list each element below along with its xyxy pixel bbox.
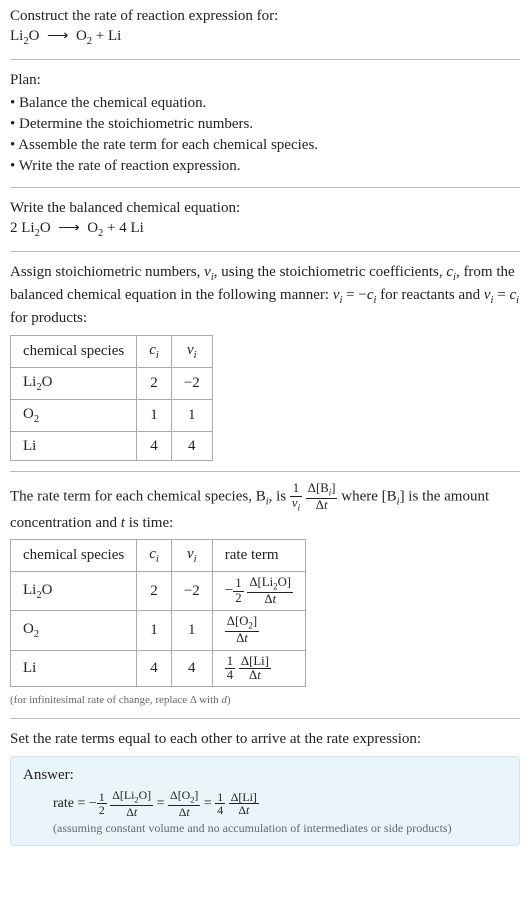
cell-v: 1 (171, 400, 212, 432)
cell-rate: −12 Δ[Li2O]Δt (212, 572, 305, 611)
answer-box: Answer: rate = −12 Δ[Li2O]Δt = Δ[O2]Δt =… (10, 756, 520, 846)
separator (10, 59, 520, 60)
rate-term-table: chemical species ci νi rate term Li2O 2 … (10, 539, 306, 687)
plan-item: • Assemble the rate term for each chemic… (10, 135, 520, 155)
cell-species: Li (11, 432, 137, 461)
separator (10, 471, 520, 472)
stoich-intro: Assign stoichiometric numbers, νi, using… (10, 262, 520, 329)
col-c: ci (137, 539, 172, 571)
answer-equation: rate = −12 Δ[Li2O]Δt = Δ[O2]Δt = 14 Δ[Li… (23, 789, 507, 819)
cell-v: 4 (171, 432, 212, 461)
cell-c: 4 (137, 650, 172, 687)
table-header-row: chemical species ci νi rate term (11, 539, 306, 571)
separator (10, 718, 520, 719)
plan-item: • Write the rate of reaction expression. (10, 156, 520, 176)
cell-c: 4 (137, 432, 172, 461)
answer-label: Answer: (23, 765, 507, 785)
separator (10, 251, 520, 252)
plan-list: • Balance the chemical equation. • Deter… (10, 93, 520, 177)
rate-term-intro: The rate term for each chemical species,… (10, 482, 520, 533)
prompt-equation: Li2O ⟶ O2 + Li (10, 26, 520, 49)
cell-species: Li2O (11, 367, 137, 399)
cell-v: 4 (171, 650, 212, 687)
col-rate: rate term (212, 539, 305, 571)
separator (10, 187, 520, 188)
balanced-equation: 2 Li2O ⟶ O2 + 4 Li (10, 218, 520, 241)
cell-rate: Δ[O2]Δt (212, 611, 305, 650)
cell-c: 1 (137, 400, 172, 432)
plan-item: • Determine the stoichiometric numbers. (10, 114, 520, 134)
cell-v: 1 (171, 611, 212, 650)
cell-species: Li (11, 650, 137, 687)
table-row: O2 1 1 (11, 400, 213, 432)
table-header-row: chemical species ci νi (11, 335, 213, 367)
col-v: νi (171, 539, 212, 571)
cell-species: O2 (11, 400, 137, 432)
col-c: ci (137, 335, 172, 367)
col-species: chemical species (11, 539, 137, 571)
balanced-heading: Write the balanced chemical equation: (10, 198, 520, 218)
col-v: νi (171, 335, 212, 367)
plan-heading: Plan: (10, 70, 520, 90)
cell-c: 2 (137, 367, 172, 399)
cell-rate: 14 Δ[Li]Δt (212, 650, 305, 687)
plan-item: • Balance the chemical equation. (10, 93, 520, 113)
cell-species: Li2O (11, 572, 137, 611)
prompt-title: Construct the rate of reaction expressio… (10, 6, 520, 26)
cell-v: −2 (171, 367, 212, 399)
cell-v: −2 (171, 572, 212, 611)
cell-species: O2 (11, 611, 137, 650)
cell-c: 1 (137, 611, 172, 650)
final-heading: Set the rate terms equal to each other t… (10, 729, 520, 749)
table-row: Li 4 4 14 Δ[Li]Δt (11, 650, 306, 687)
table-row: Li 4 4 (11, 432, 213, 461)
rate-term-footnote: (for infinitesimal rate of change, repla… (10, 693, 520, 708)
table-row: Li2O 2 −2 −12 Δ[Li2O]Δt (11, 572, 306, 611)
table-row: Li2O 2 −2 (11, 367, 213, 399)
table-row: O2 1 1 Δ[O2]Δt (11, 611, 306, 650)
col-species: chemical species (11, 335, 137, 367)
cell-c: 2 (137, 572, 172, 611)
answer-note: (assuming constant volume and no accumul… (23, 820, 507, 836)
stoich-table: chemical species ci νi Li2O 2 −2 O2 1 1 … (10, 335, 213, 462)
